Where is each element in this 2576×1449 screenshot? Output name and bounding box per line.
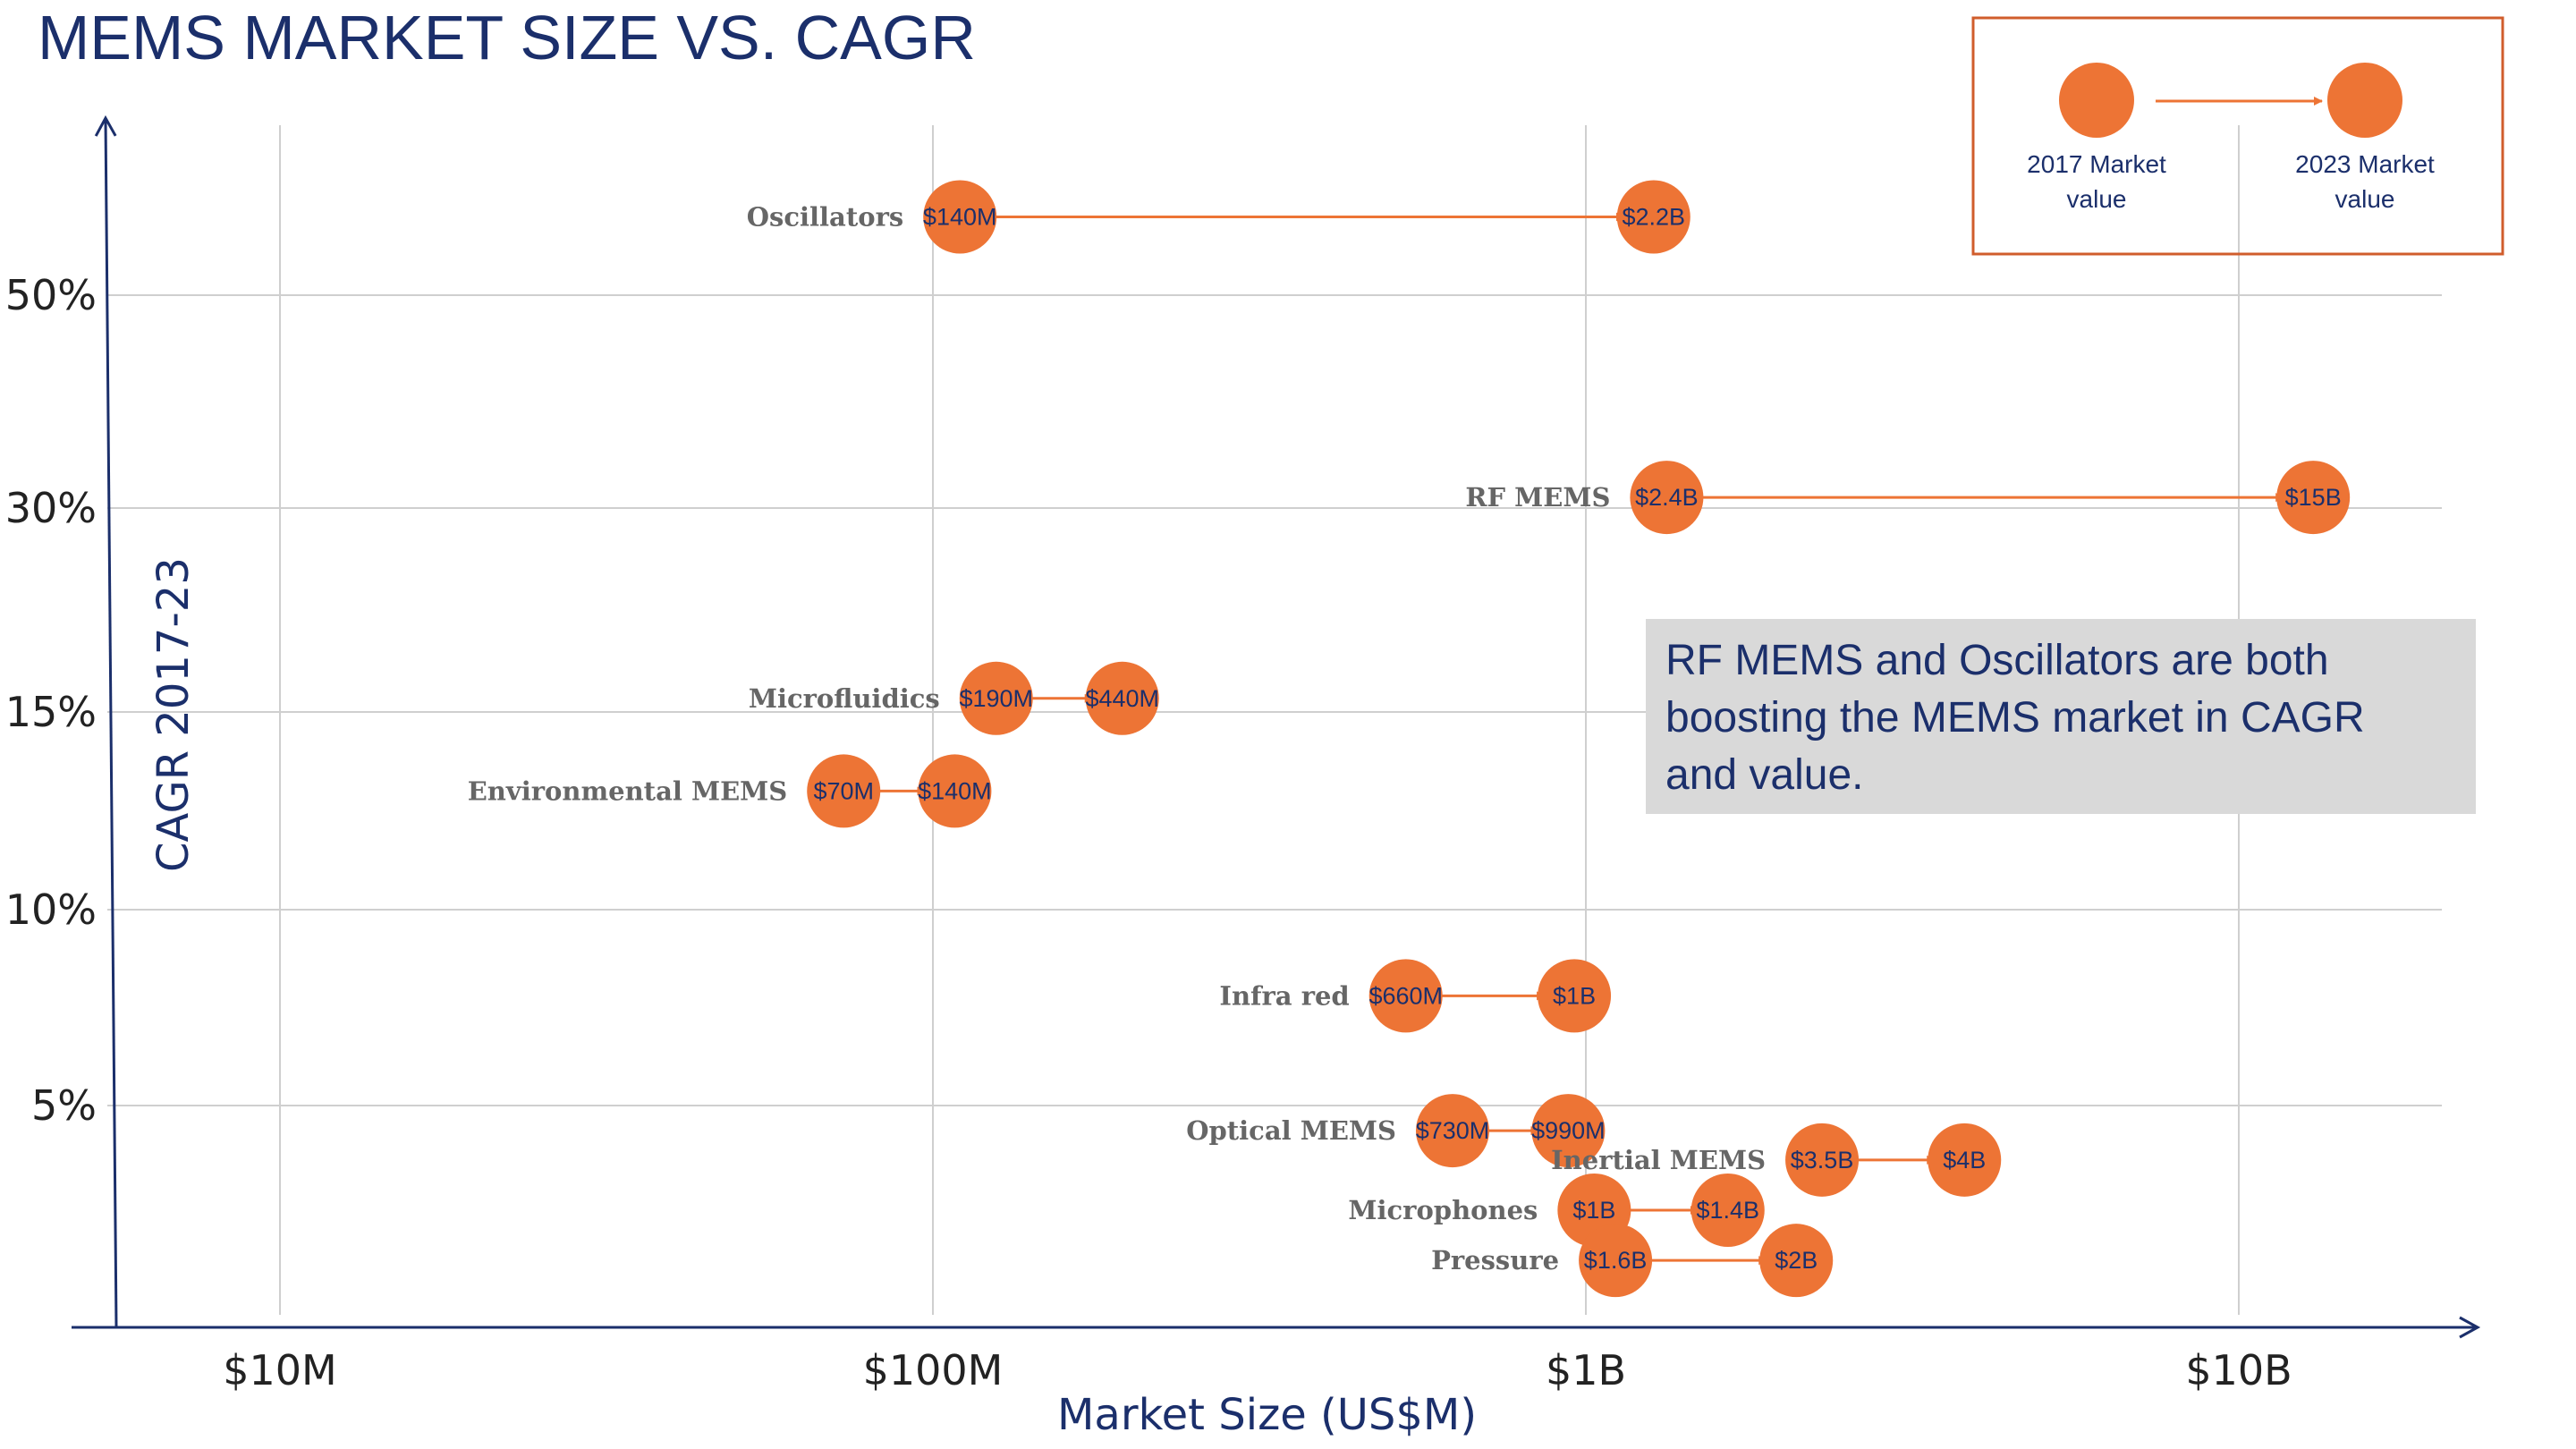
y-tick-label: 10% (5, 886, 97, 934)
callout-line-3: and value. (1665, 751, 1864, 799)
bubble-2023 (1928, 1123, 2002, 1197)
series-name-label: Inertial MEMS (1551, 1145, 1766, 1175)
bubble-2023-label: $1.4B (1696, 1197, 1759, 1224)
bubble-2017 (1630, 461, 1704, 535)
bubble-2023 (1538, 959, 1612, 1033)
legend-to-bubble (2327, 63, 2402, 138)
bubble-2023-label: $440M (1085, 685, 1159, 712)
axes (72, 114, 2481, 1339)
bubble-2023-label: $1B (1553, 982, 1596, 1009)
series-optical-mems: $730M $990M Optical MEMS (1186, 1094, 1606, 1168)
bubble-2017 (1579, 1224, 1653, 1298)
bubble-2017-label: $1B (1572, 1197, 1615, 1224)
x-tick-label: $1B (1546, 1346, 1626, 1394)
series-inertial-mems: $3.5B $4B Inertial MEMS (1551, 1123, 2002, 1197)
series-pressure: $1.6B $2B Pressure (1431, 1224, 1834, 1298)
series-name-label: RF MEMS (1465, 482, 1610, 513)
bubble-2023-label: $140M (918, 777, 992, 804)
bubble-2017 (807, 754, 881, 828)
y-tick-label: 30% (5, 484, 97, 532)
bubble-2023 (1531, 1094, 1606, 1168)
x-axis-title: Market Size (US$M) (1057, 1390, 1477, 1440)
legend-from-label-1: 2017 Market (2027, 150, 2166, 178)
callout-box (1646, 619, 2476, 814)
x-tick-label: $10B (2185, 1346, 2292, 1394)
bubble-2017-label: $1.6B (1584, 1247, 1648, 1274)
x-ticks: $10M $100M $1B $10B (223, 1346, 2292, 1394)
series-rf-mems: $2.4B $15B RF MEMS (1465, 461, 2351, 535)
bubble-2023-label: $2.2B (1622, 204, 1685, 231)
series-microfluidics: $190M $440M Microfluidics (749, 661, 1159, 735)
y-tick-label: 15% (5, 688, 97, 736)
bubble-2023 (918, 754, 992, 828)
bubble-2023-label: $2B (1775, 1247, 1818, 1274)
bubble-2023 (1690, 1174, 1765, 1247)
legend: 2017 Market value 2023 Market value (1971, 16, 2504, 256)
bubble-2017-label: $3.5B (1791, 1147, 1854, 1174)
bubble-2017-label: $2.4B (1635, 484, 1699, 511)
series-microphones: $1B $1.4B Microphones (1348, 1174, 1765, 1247)
bubble-2017 (1368, 959, 1443, 1033)
series-name-label: Microfluidics (749, 683, 940, 714)
series-name-label: Optical MEMS (1186, 1115, 1396, 1146)
bubble-2023-label: $15B (2285, 484, 2342, 511)
bubble-2023 (1616, 180, 1690, 254)
bubble-2017-label: $140M (923, 204, 997, 231)
y-axis-line (94, 114, 118, 1328)
series-oscillators: $140M $2.2B Oscillators (747, 180, 1690, 254)
callout-line-2: boosting the MEMS market in CAGR (1665, 694, 2365, 741)
bubble-2023 (2276, 461, 2351, 535)
series-infra-red: $660M $1B Infra red (1219, 959, 1612, 1033)
y-axis-title: CAGR 2017-23 (148, 557, 199, 872)
bubble-2017-label: $190M (959, 685, 1033, 712)
bubble-2023 (1085, 661, 1159, 735)
bubble-2017-label: $70M (813, 777, 874, 804)
bubble-2017 (959, 661, 1033, 735)
legend-to-label-2: value (2335, 185, 2395, 213)
bubble-2023-label: $4B (1943, 1147, 1986, 1174)
series-name-label: Pressure (1431, 1245, 1559, 1275)
bubble-2017-label: $660M (1368, 982, 1443, 1009)
chart-title: MEMS MARKET SIZE VS. CAGR (38, 3, 976, 72)
legend-from-bubble (2059, 63, 2134, 138)
bubble-2017-label: $730M (1416, 1117, 1490, 1144)
legend-to-label-1: 2023 Market (2295, 150, 2435, 178)
bubble-2023-label: $990M (1531, 1117, 1606, 1144)
x-tick-label: $100M (863, 1346, 1004, 1394)
x-tick-label: $10M (223, 1346, 337, 1394)
y-tick-label: 50% (5, 271, 97, 319)
callout: RF MEMS and Oscillators are both boostin… (1646, 619, 2476, 814)
series-name-label: Infra red (1219, 980, 1349, 1011)
series-name-label: Microphones (1348, 1195, 1538, 1225)
bubble-2017 (1785, 1123, 1860, 1197)
legend-box (1971, 16, 2504, 256)
series-environmental-mems: $70M $140M Environmental MEMS (468, 754, 992, 828)
y-ticks: 5% 10% 15% 30% 50% (5, 271, 97, 1130)
series-name-label: Oscillators (747, 202, 903, 233)
y-tick-label: 5% (31, 1081, 97, 1130)
bubble-2023 (1759, 1224, 1834, 1298)
legend-from-label-2: value (2067, 185, 2127, 213)
bubble-2017 (1415, 1094, 1489, 1168)
callout-line-1: RF MEMS and Oscillators are both (1665, 637, 2329, 684)
series-group: $140M $2.2B Oscillators $2.4B $15B RF MEMS $19… (468, 180, 2351, 1298)
series-name-label: Environmental MEMS (468, 775, 788, 806)
bubble-2017 (923, 180, 997, 254)
